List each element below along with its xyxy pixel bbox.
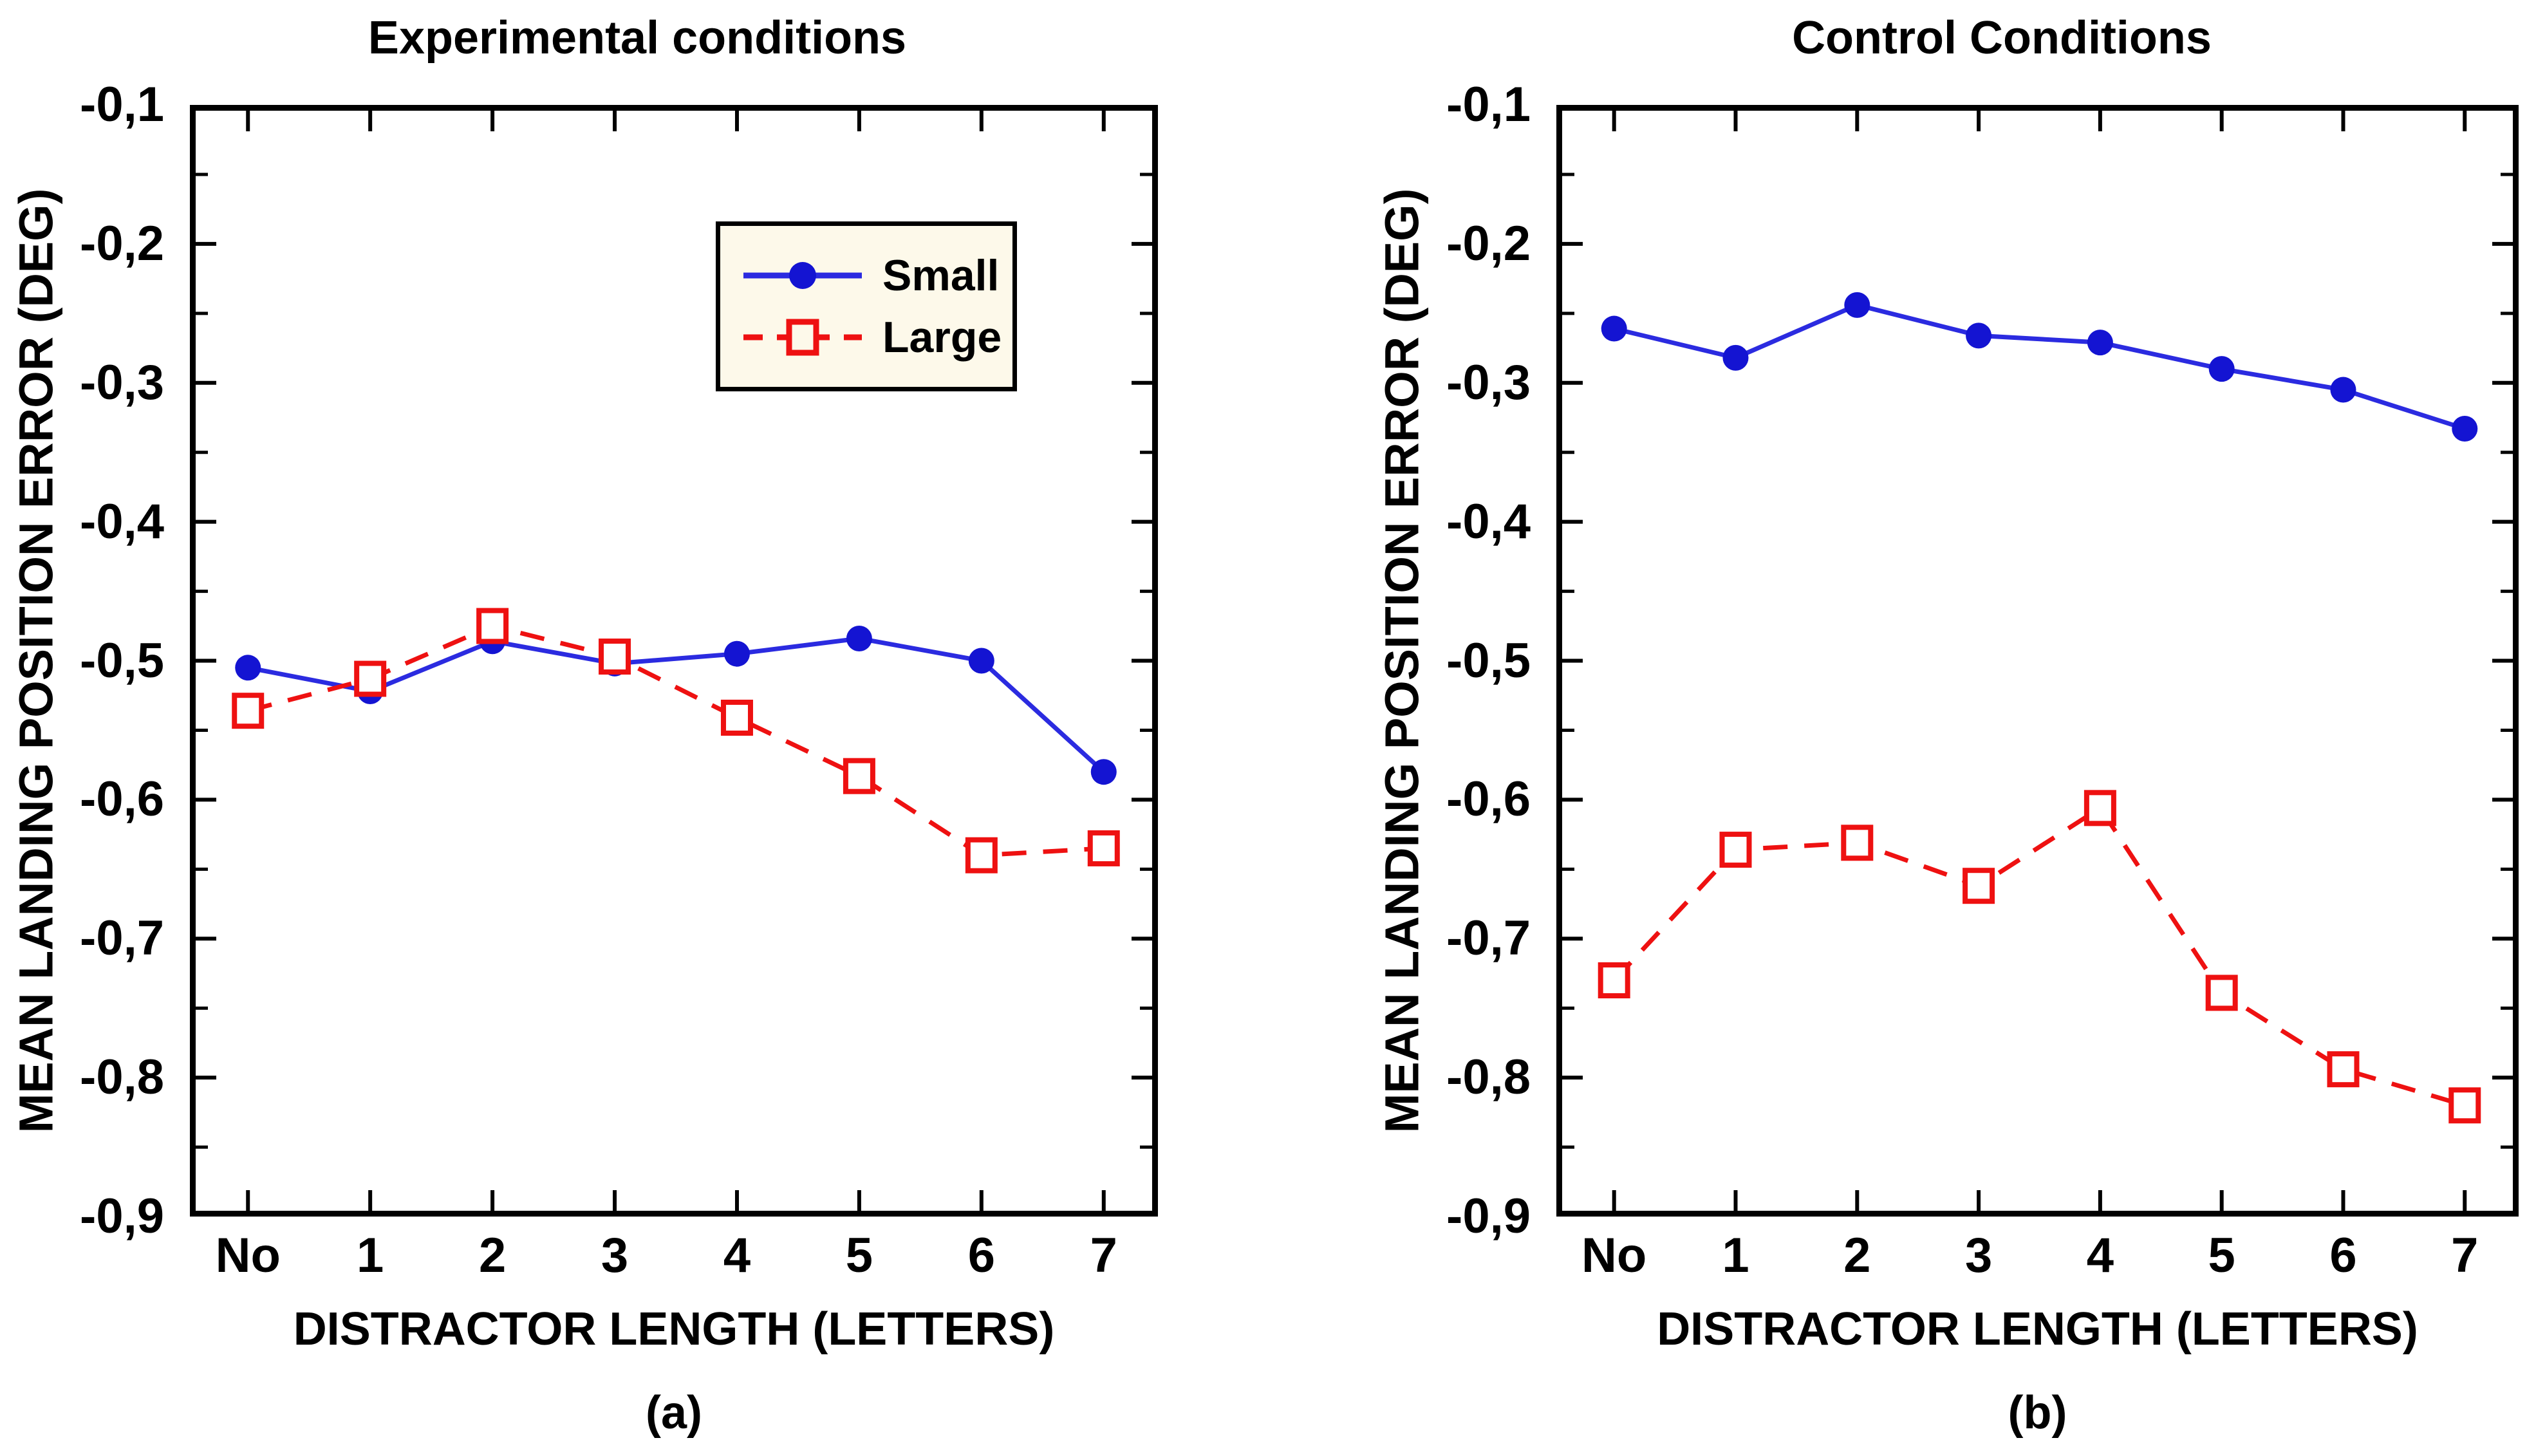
x-tick-label: 6 xyxy=(2329,1228,2357,1283)
panel-b-title: Control Conditions xyxy=(1792,12,2212,64)
y-tick-label: -0,7 xyxy=(1446,911,1531,966)
marker-open-square-large xyxy=(965,837,998,873)
y-tick-label: -0,2 xyxy=(80,216,164,271)
panel-a-x-axis-title: DISTRACTOR LENGTH (LETTERS) xyxy=(293,1303,1055,1355)
x-tick-label: 7 xyxy=(1090,1228,1117,1283)
marker-filled-circle-small xyxy=(2330,377,2356,403)
x-tick-label: 4 xyxy=(2086,1228,2114,1283)
marker-open-square-large xyxy=(1719,832,1752,868)
y-tick-label: -0,7 xyxy=(80,911,164,966)
series-line-small xyxy=(247,636,1106,774)
marker-open-square-large xyxy=(599,639,631,675)
legend-large-label: Large xyxy=(882,313,1002,362)
marker-filled-circle-small xyxy=(2087,330,2113,356)
marker-open-square-large xyxy=(2084,790,2116,826)
marker-filled-circle-small xyxy=(1601,315,1627,342)
x-tick-label: No xyxy=(1581,1228,1647,1283)
panel-b-caption: (b) xyxy=(2008,1387,2067,1439)
x-tick-label: 2 xyxy=(478,1228,507,1283)
x-tick-label: 2 xyxy=(1843,1228,1871,1283)
y-tick-label: -0,3 xyxy=(80,355,164,410)
series-line-small xyxy=(1613,303,2466,431)
marker-filled-circle-small xyxy=(1966,322,1992,349)
marker-open-square-large xyxy=(843,758,875,794)
marker-open-square-large xyxy=(1087,830,1120,866)
panel-b-x-axis-title: DISTRACTOR LENGTH (LETTERS) xyxy=(1657,1303,2418,1355)
marker-filled-circle-small xyxy=(846,625,872,651)
panel-b-plot-area xyxy=(1556,105,2519,1217)
marker-open-square-large xyxy=(2448,1087,2481,1124)
marker-filled-circle-small xyxy=(1090,759,1117,785)
series-line-large xyxy=(1612,805,2466,1108)
y-tick-label: -0,5 xyxy=(1446,633,1531,688)
marker-open-square-large xyxy=(1841,825,1874,861)
marker-open-square-large xyxy=(354,660,387,697)
legend-entry-large: Large xyxy=(740,310,1012,365)
y-tick-label: -0,2 xyxy=(1446,216,1531,271)
x-tick-label: 4 xyxy=(723,1228,751,1283)
axis-frame xyxy=(1556,105,2519,1217)
panel-a-caption: (a) xyxy=(646,1387,702,1439)
series-line-large xyxy=(247,623,1104,858)
y-tick-label: -0,9 xyxy=(80,1189,164,1244)
y-tick-label: -0,9 xyxy=(1446,1189,1531,1244)
x-tick-label: No xyxy=(215,1228,281,1283)
y-tick-label: -0,8 xyxy=(80,1050,164,1105)
marker-open-square-large xyxy=(476,608,509,644)
marker-open-square-large xyxy=(1963,868,1995,904)
marker-filled-circle-small xyxy=(968,648,994,674)
marker-filled-circle-small xyxy=(1722,344,1749,371)
x-tick-label: 1 xyxy=(1722,1228,1749,1283)
axis-frame xyxy=(190,105,1158,1217)
x-tick-label: 3 xyxy=(1964,1228,1993,1283)
marker-open-square-large xyxy=(232,693,265,729)
marker-filled-circle-small xyxy=(2208,356,2235,382)
x-tick-label: 6 xyxy=(967,1228,995,1283)
marker-open-square-large xyxy=(720,700,753,736)
x-tick-label: 5 xyxy=(2208,1228,2235,1283)
y-tick-label: -0,1 xyxy=(80,77,164,132)
x-tick-label: 1 xyxy=(357,1228,384,1283)
marker-filled-circle-small xyxy=(2452,415,2478,442)
marker-filled-circle-small xyxy=(723,640,750,667)
marker-open-square-large xyxy=(2327,1051,2360,1088)
marker-filled-circle-small xyxy=(235,655,261,681)
y-tick-label: -0,4 xyxy=(1446,494,1531,549)
y-tick-label: -0,8 xyxy=(1446,1050,1531,1105)
y-tick-label: -0,6 xyxy=(1446,772,1531,827)
legend-large-line-marker-icon xyxy=(743,319,862,356)
y-tick-label: -0,3 xyxy=(1446,355,1531,410)
x-tick-label: 3 xyxy=(601,1228,629,1283)
legend-small-line-marker-icon xyxy=(743,262,862,289)
marker-open-square-large xyxy=(2205,975,2238,1011)
y-tick-label: -0,4 xyxy=(80,494,164,549)
y-tick-label: -0,1 xyxy=(1446,77,1531,132)
y-tick-label: -0,5 xyxy=(80,633,164,688)
y-tick-label: -0,6 xyxy=(80,772,164,827)
panel-a-title: Experimental conditions xyxy=(368,12,907,64)
x-tick-label: 7 xyxy=(2451,1228,2479,1283)
legend-box: Small Large xyxy=(716,221,1017,391)
panel-a-plot-area xyxy=(190,105,1158,1217)
x-tick-label: 5 xyxy=(845,1228,873,1283)
marker-open-square-large xyxy=(1598,962,1630,999)
legend-small-label: Small xyxy=(882,251,1000,300)
legend-entry-small: Small xyxy=(740,248,1012,303)
marker-filled-circle-small xyxy=(1844,292,1870,318)
